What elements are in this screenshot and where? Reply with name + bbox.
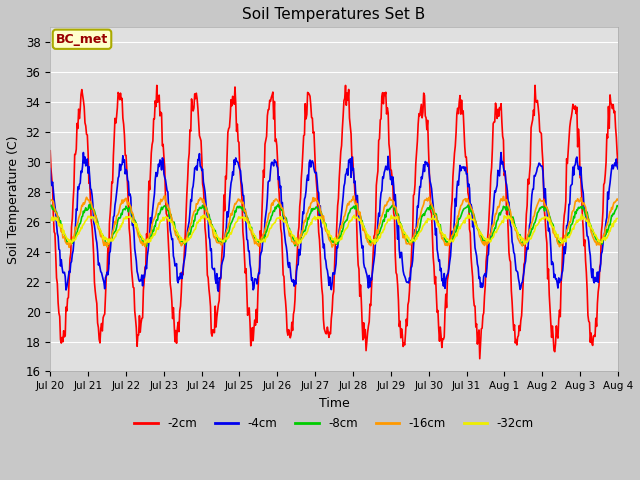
Line: -8cm: -8cm [50,204,618,246]
-4cm [405,280,413,286]
-2cm [46,148,54,154]
-4cm [116,161,124,167]
-32cm [115,227,123,233]
-4cm [204,213,211,219]
-16cm [204,213,212,218]
-32cm [173,228,180,233]
-4cm [214,288,222,294]
Title: Soil Temperatures Set B: Soil Temperatures Set B [243,7,426,22]
-4cm [57,263,65,269]
-8cm [46,203,54,209]
Line: -4cm: -4cm [50,153,618,291]
-32cm [578,212,586,217]
-8cm [143,243,150,249]
-32cm [521,241,529,247]
-32cm [614,216,622,221]
-8cm [86,201,94,206]
Line: -2cm: -2cm [50,85,618,359]
-2cm [203,249,211,254]
-32cm [203,215,211,221]
Line: -16cm: -16cm [50,196,618,247]
-8cm [57,218,65,224]
-16cm [161,193,168,199]
-32cm [46,218,54,224]
-16cm [65,244,73,250]
-8cm [174,234,182,240]
-2cm [614,161,622,167]
-8cm [614,203,622,209]
-32cm [57,223,65,229]
-16cm [421,197,429,203]
-2cm [57,336,65,342]
Text: BC_met: BC_met [56,33,108,46]
-32cm [403,232,411,238]
-32cm [420,222,428,228]
-4cm [46,166,54,171]
Legend: -2cm, -4cm, -8cm, -16cm, -32cm: -2cm, -4cm, -8cm, -16cm, -32cm [129,412,539,434]
-4cm [614,166,622,172]
-4cm [421,158,429,164]
X-axis label: Time: Time [319,396,349,410]
-2cm [173,340,180,346]
-16cm [614,197,622,203]
-8cm [204,212,212,217]
-4cm [79,150,87,156]
-8cm [116,216,124,221]
-16cm [46,198,54,204]
-16cm [405,240,413,246]
-2cm [531,83,539,88]
-2cm [420,90,428,96]
-2cm [476,356,484,361]
-8cm [405,239,413,245]
-16cm [57,225,65,230]
-16cm [174,237,182,242]
-8cm [421,209,429,215]
Y-axis label: Soil Temperature (C): Soil Temperature (C) [7,135,20,264]
-16cm [116,205,124,211]
-2cm [403,323,411,329]
Line: -32cm: -32cm [50,215,618,244]
-4cm [173,278,181,284]
-2cm [115,91,123,97]
